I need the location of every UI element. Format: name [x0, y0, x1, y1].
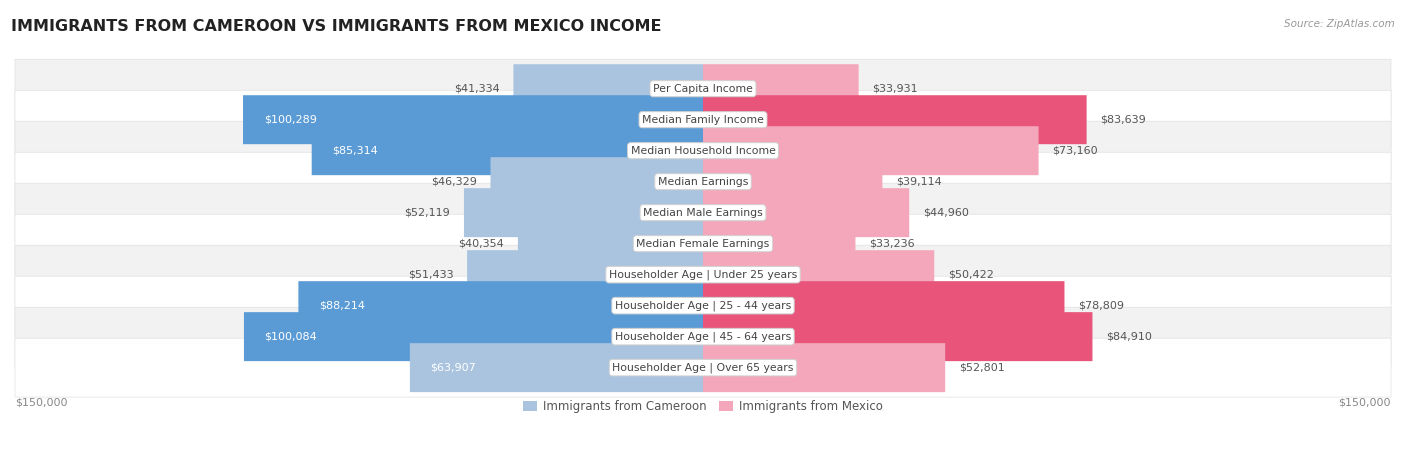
Text: Householder Age | 25 - 44 years: Householder Age | 25 - 44 years	[614, 300, 792, 311]
Text: $52,801: $52,801	[959, 363, 1005, 373]
Text: $50,422: $50,422	[948, 269, 994, 280]
FancyBboxPatch shape	[15, 183, 1391, 242]
Text: $39,114: $39,114	[896, 177, 942, 187]
Text: Householder Age | 45 - 64 years: Householder Age | 45 - 64 years	[614, 332, 792, 342]
Text: Householder Age | Under 25 years: Householder Age | Under 25 years	[609, 269, 797, 280]
FancyBboxPatch shape	[245, 312, 703, 361]
Text: $88,214: $88,214	[319, 301, 366, 311]
Text: $51,433: $51,433	[408, 269, 453, 280]
FancyBboxPatch shape	[703, 219, 855, 268]
FancyBboxPatch shape	[243, 95, 703, 144]
FancyBboxPatch shape	[703, 343, 945, 392]
FancyBboxPatch shape	[15, 121, 1391, 180]
FancyBboxPatch shape	[411, 343, 703, 392]
Text: $83,639: $83,639	[1101, 115, 1146, 125]
Text: $44,960: $44,960	[922, 208, 969, 218]
FancyBboxPatch shape	[15, 307, 1391, 366]
Text: $46,329: $46,329	[430, 177, 477, 187]
FancyBboxPatch shape	[517, 219, 703, 268]
Text: Source: ZipAtlas.com: Source: ZipAtlas.com	[1284, 19, 1395, 28]
FancyBboxPatch shape	[312, 126, 703, 175]
FancyBboxPatch shape	[15, 214, 1391, 273]
FancyBboxPatch shape	[703, 312, 1092, 361]
Text: $52,119: $52,119	[405, 208, 450, 218]
Text: $85,314: $85,314	[332, 146, 378, 156]
Text: $78,809: $78,809	[1078, 301, 1125, 311]
Text: Median Male Earnings: Median Male Earnings	[643, 208, 763, 218]
FancyBboxPatch shape	[298, 281, 703, 330]
Legend: Immigrants from Cameroon, Immigrants from Mexico: Immigrants from Cameroon, Immigrants fro…	[519, 395, 887, 417]
Text: Median Earnings: Median Earnings	[658, 177, 748, 187]
Text: $63,907: $63,907	[430, 363, 477, 373]
Text: Householder Age | Over 65 years: Householder Age | Over 65 years	[612, 362, 794, 373]
FancyBboxPatch shape	[513, 64, 703, 113]
FancyBboxPatch shape	[15, 90, 1391, 149]
Text: $40,354: $40,354	[458, 239, 505, 248]
Text: $100,289: $100,289	[264, 115, 316, 125]
Text: $41,334: $41,334	[454, 84, 499, 94]
FancyBboxPatch shape	[15, 152, 1391, 211]
FancyBboxPatch shape	[703, 281, 1064, 330]
FancyBboxPatch shape	[15, 245, 1391, 304]
FancyBboxPatch shape	[703, 188, 910, 237]
Text: Median Family Income: Median Family Income	[643, 115, 763, 125]
FancyBboxPatch shape	[703, 157, 883, 206]
Text: Per Capita Income: Per Capita Income	[652, 84, 754, 94]
FancyBboxPatch shape	[703, 64, 859, 113]
FancyBboxPatch shape	[703, 126, 1039, 175]
Text: Median Household Income: Median Household Income	[630, 146, 776, 156]
Text: $73,160: $73,160	[1052, 146, 1098, 156]
Text: $150,000: $150,000	[15, 397, 67, 407]
Text: IMMIGRANTS FROM CAMEROON VS IMMIGRANTS FROM MEXICO INCOME: IMMIGRANTS FROM CAMEROON VS IMMIGRANTS F…	[11, 19, 662, 34]
FancyBboxPatch shape	[703, 250, 934, 299]
FancyBboxPatch shape	[491, 157, 703, 206]
Text: $33,931: $33,931	[872, 84, 918, 94]
FancyBboxPatch shape	[15, 276, 1391, 335]
FancyBboxPatch shape	[703, 95, 1087, 144]
FancyBboxPatch shape	[15, 59, 1391, 118]
FancyBboxPatch shape	[464, 188, 703, 237]
Text: $33,236: $33,236	[869, 239, 915, 248]
Text: $100,084: $100,084	[264, 332, 318, 342]
Text: Median Female Earnings: Median Female Earnings	[637, 239, 769, 248]
FancyBboxPatch shape	[15, 338, 1391, 397]
FancyBboxPatch shape	[467, 250, 703, 299]
Text: $84,910: $84,910	[1107, 332, 1152, 342]
Text: $150,000: $150,000	[1339, 397, 1391, 407]
